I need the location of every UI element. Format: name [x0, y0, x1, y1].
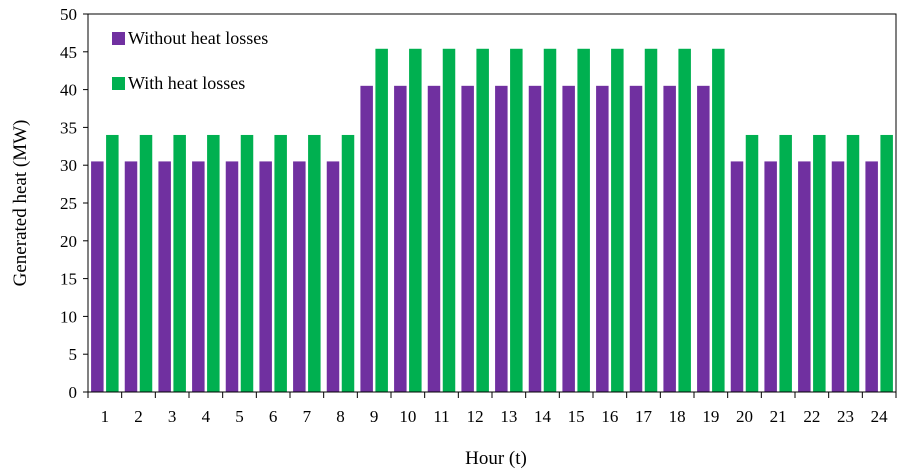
- bar-without-heat-losses-3: [158, 161, 171, 392]
- bar-with-heat-losses-9: [375, 48, 388, 392]
- y-tick-label: 35: [60, 118, 77, 137]
- x-tick-label: 1: [101, 407, 110, 426]
- x-tick-label: 13: [500, 407, 517, 426]
- x-tick-label: 18: [669, 407, 686, 426]
- x-tick-label: 17: [635, 407, 653, 426]
- bar-with-heat-losses-4: [207, 134, 220, 392]
- bar-with-heat-losses-19: [712, 48, 725, 392]
- bar-without-heat-losses-6: [259, 161, 272, 392]
- bar-with-heat-losses-12: [476, 48, 489, 392]
- x-tick-label: 22: [803, 407, 820, 426]
- x-tick-label: 11: [433, 407, 449, 426]
- x-tick-label: 3: [168, 407, 177, 426]
- bar-without-heat-losses-10: [394, 85, 407, 392]
- bar-without-heat-losses-1: [91, 161, 104, 392]
- x-tick-label: 6: [269, 407, 278, 426]
- bar-with-heat-losses-13: [510, 48, 523, 392]
- bar-with-heat-losses-18: [678, 48, 691, 392]
- bar-without-heat-losses-20: [730, 161, 744, 392]
- bars-layer: [91, 48, 893, 392]
- legend-label: Without heat losses: [128, 28, 268, 48]
- y-tick-label: 15: [60, 270, 77, 289]
- bar-with-heat-losses-24: [880, 134, 893, 392]
- bar-without-heat-losses-5: [225, 161, 239, 392]
- bar-with-heat-losses-3: [173, 134, 186, 392]
- y-tick-label: 20: [60, 232, 77, 251]
- y-axis-title: Generated heat (MW): [10, 120, 31, 287]
- y-tick-label: 45: [60, 43, 77, 62]
- x-tick-label: 14: [534, 407, 552, 426]
- bar-without-heat-losses-17: [629, 85, 643, 392]
- bar-without-heat-losses-24: [865, 161, 878, 392]
- x-axis-title: Hour (t): [465, 448, 527, 469]
- bar-without-heat-losses-7: [293, 161, 306, 392]
- bar-with-heat-losses-20: [745, 134, 759, 392]
- bar-with-heat-losses-21: [779, 134, 792, 392]
- x-tick-label: 12: [467, 407, 484, 426]
- y-tick-label: 5: [69, 345, 78, 364]
- bar-with-heat-losses-1: [106, 134, 119, 392]
- x-tick-label: 5: [235, 407, 244, 426]
- legend-swatch: [112, 32, 125, 45]
- x-tick-label: 7: [303, 407, 312, 426]
- bar-without-heat-losses-8: [326, 161, 340, 392]
- x-tick-label: 9: [370, 407, 379, 426]
- bar-without-heat-losses-16: [596, 85, 609, 392]
- bar-without-heat-losses-2: [124, 161, 138, 392]
- bar-with-heat-losses-8: [341, 134, 355, 392]
- bar-without-heat-losses-18: [663, 85, 676, 392]
- y-tick-label: 10: [60, 307, 77, 326]
- bar-with-heat-losses-15: [577, 48, 590, 392]
- bar-with-heat-losses-14: [543, 48, 557, 392]
- bar-with-heat-losses-17: [644, 48, 658, 392]
- bar-without-heat-losses-15: [562, 85, 575, 392]
- x-tick-label: 19: [702, 407, 719, 426]
- bar-without-heat-losses-4: [192, 161, 205, 392]
- bar-without-heat-losses-11: [427, 85, 441, 392]
- bar-without-heat-losses-9: [360, 85, 373, 392]
- bar-with-heat-losses-2: [139, 134, 153, 392]
- bar-with-heat-losses-16: [611, 48, 624, 392]
- y-axis-ticks: 0 5 10 15 20 25 30 35 40 45 50: [60, 5, 88, 402]
- x-tick-label: 23: [837, 407, 854, 426]
- bar-without-heat-losses-23: [831, 161, 845, 392]
- y-tick-label: 25: [60, 194, 77, 213]
- bar-without-heat-losses-14: [528, 85, 542, 392]
- x-tick-label: 15: [568, 407, 585, 426]
- x-axis-ticks: 1 2 3 4 5 6 7 8 9 10 11 12 13 14 15 16 17 18 19 20 21 22 23 24: [87, 392, 897, 426]
- x-tick-label: 4: [202, 407, 211, 426]
- y-tick-label: 40: [60, 81, 77, 100]
- y-tick-label: 0: [69, 383, 78, 402]
- bar-without-heat-losses-19: [697, 85, 710, 392]
- bar-without-heat-losses-13: [495, 85, 508, 392]
- x-tick-label: 10: [399, 407, 416, 426]
- x-tick-label: 16: [601, 407, 618, 426]
- bar-with-heat-losses-23: [846, 134, 860, 392]
- bar-without-heat-losses-12: [461, 85, 474, 392]
- x-tick-label: 20: [736, 407, 753, 426]
- x-tick-label: 8: [336, 407, 345, 426]
- bar-with-heat-losses-11: [442, 48, 456, 392]
- x-tick-label: 2: [134, 407, 143, 426]
- bar-with-heat-losses-22: [813, 134, 826, 392]
- legend: Without heat losses With heat losses: [112, 28, 268, 93]
- y-tick-label: 50: [60, 5, 77, 24]
- bar-with-heat-losses-7: [308, 134, 321, 392]
- bar-with-heat-losses-5: [240, 134, 254, 392]
- bar-with-heat-losses-6: [274, 134, 287, 392]
- bar-without-heat-losses-22: [798, 161, 811, 392]
- bar-with-heat-losses-10: [409, 48, 422, 392]
- x-tick-label: 24: [871, 407, 889, 426]
- y-tick-label: 30: [60, 156, 77, 175]
- legend-swatch: [112, 77, 125, 90]
- bar-without-heat-losses-21: [764, 161, 777, 392]
- x-tick-label: 21: [770, 407, 787, 426]
- legend-label: With heat losses: [128, 73, 245, 93]
